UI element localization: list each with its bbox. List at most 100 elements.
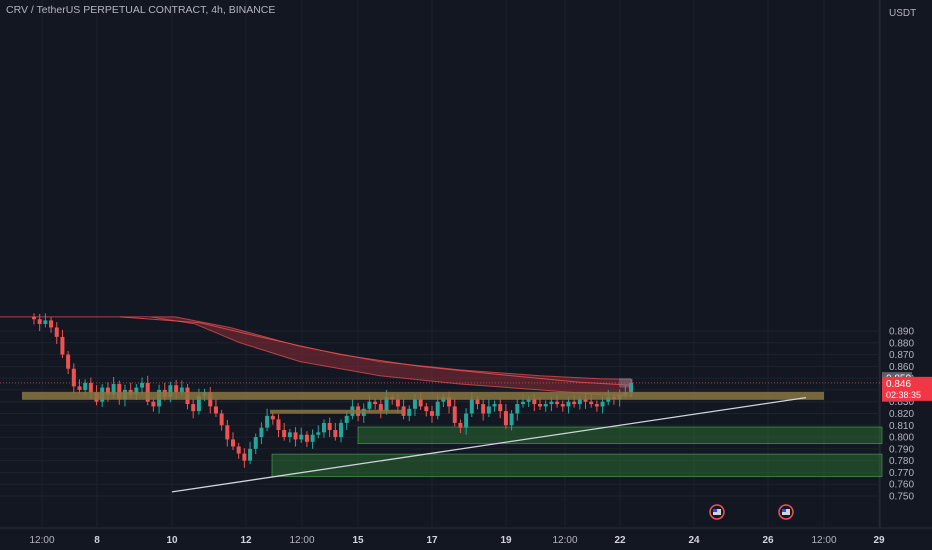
candle-body	[43, 320, 48, 324]
candle-body	[88, 382, 93, 393]
candle-body	[191, 404, 196, 412]
candle-body	[401, 406, 406, 416]
candle-body	[520, 401, 525, 405]
time-tick-label: 12:00	[552, 535, 577, 546]
candle-body	[242, 453, 247, 461]
candle-body	[304, 434, 309, 442]
candle-body	[174, 385, 179, 393]
candle-body	[117, 384, 122, 400]
flag-canton	[713, 509, 717, 512]
candle-body	[555, 401, 560, 405]
tag-last-price-bg	[882, 376, 932, 401]
time-tick-label: 22	[614, 535, 626, 546]
candle-body	[384, 396, 389, 412]
candle-body	[321, 422, 326, 433]
time-tick-label: 29	[873, 535, 885, 546]
candle-body	[60, 336, 65, 355]
candle-body	[594, 404, 599, 407]
candle-body	[54, 327, 59, 337]
candle-body	[293, 432, 298, 440]
candle-body	[503, 411, 508, 426]
flag-canton	[782, 509, 786, 512]
candle-body	[412, 399, 417, 409]
candle-body	[469, 399, 474, 414]
candle-body	[486, 406, 491, 414]
candle-body	[316, 432, 321, 435]
time-tick-label: 17	[426, 535, 438, 546]
symbol-title-text: CRV / TetherUS PERPETUAL CONTRACT, 4h, B…	[6, 4, 276, 16]
time-tick-label: 8	[94, 535, 100, 546]
candle-body	[71, 368, 76, 387]
candle-body	[77, 386, 82, 390]
candle-body	[526, 399, 531, 402]
candle-body	[105, 387, 110, 395]
price-tick-label: 0.770	[889, 468, 914, 479]
price-tick-label: 0.880	[889, 338, 914, 349]
candle-body	[572, 401, 577, 405]
candle-body	[151, 401, 156, 407]
candle-body	[213, 406, 218, 414]
time-tick-label: 12:00	[29, 535, 54, 546]
candle-body	[49, 320, 54, 328]
time-tick-label: 19	[500, 535, 512, 546]
candle-body	[66, 354, 71, 369]
price-tick-label: 0.830	[889, 397, 914, 408]
candle-body	[248, 448, 253, 461]
candle-body	[577, 399, 582, 405]
price-tick-label: 0.780	[889, 456, 914, 467]
candle-body	[236, 446, 241, 454]
price-tick-label: 0.870	[889, 350, 914, 361]
candle-body	[395, 399, 400, 407]
candle-body	[447, 396, 452, 407]
candle-body	[515, 404, 520, 414]
candle-body	[179, 387, 184, 393]
candle-body	[32, 316, 36, 320]
candle-body	[134, 387, 139, 395]
candle-body	[418, 399, 423, 407]
candle-body	[560, 404, 565, 407]
candle-body	[430, 411, 434, 416]
candle-body	[276, 419, 281, 430]
time-tick-label: 15	[352, 535, 364, 546]
candle-body	[498, 404, 503, 412]
candle-body	[538, 404, 543, 407]
rising-trendline	[171, 396, 807, 493]
candle-body	[543, 404, 548, 407]
candle-body	[452, 406, 457, 423]
candle-body	[481, 404, 486, 414]
price-tick-label: 0.800	[889, 433, 914, 444]
range-highlight	[619, 378, 631, 388]
candle-body	[299, 434, 304, 440]
price-tick-label: 0.790	[889, 444, 914, 455]
candle-body	[407, 408, 412, 416]
price-tick-label: 0.820	[889, 409, 914, 420]
price-tick-label: 0.860	[889, 362, 914, 373]
candle-body	[225, 425, 230, 440]
candle-body	[310, 434, 315, 442]
candle-body	[259, 427, 264, 438]
time-tick-label: 12:00	[289, 535, 314, 546]
candle-body	[333, 429, 338, 438]
support-line	[22, 391, 824, 400]
tag-last-price: 0.846	[886, 379, 911, 390]
candle-body	[435, 401, 440, 416]
candle-body	[196, 395, 201, 412]
candle-body	[339, 422, 344, 438]
candle-body	[231, 439, 235, 447]
candle-body	[344, 415, 349, 423]
time-tick-label: 12:00	[811, 535, 836, 546]
candle-body	[509, 413, 514, 426]
price-tick-label: 0.890	[889, 326, 914, 337]
candle-body	[37, 319, 42, 324]
time-tick-label: 10	[166, 535, 178, 546]
candle-body	[111, 384, 116, 395]
candle-body	[287, 432, 292, 438]
candle-body	[589, 401, 594, 405]
candle-body	[140, 382, 145, 388]
candle-body	[373, 401, 378, 405]
candle-body	[219, 413, 224, 426]
candle-body	[532, 399, 537, 405]
price-tick-label: 0.760	[889, 480, 914, 491]
